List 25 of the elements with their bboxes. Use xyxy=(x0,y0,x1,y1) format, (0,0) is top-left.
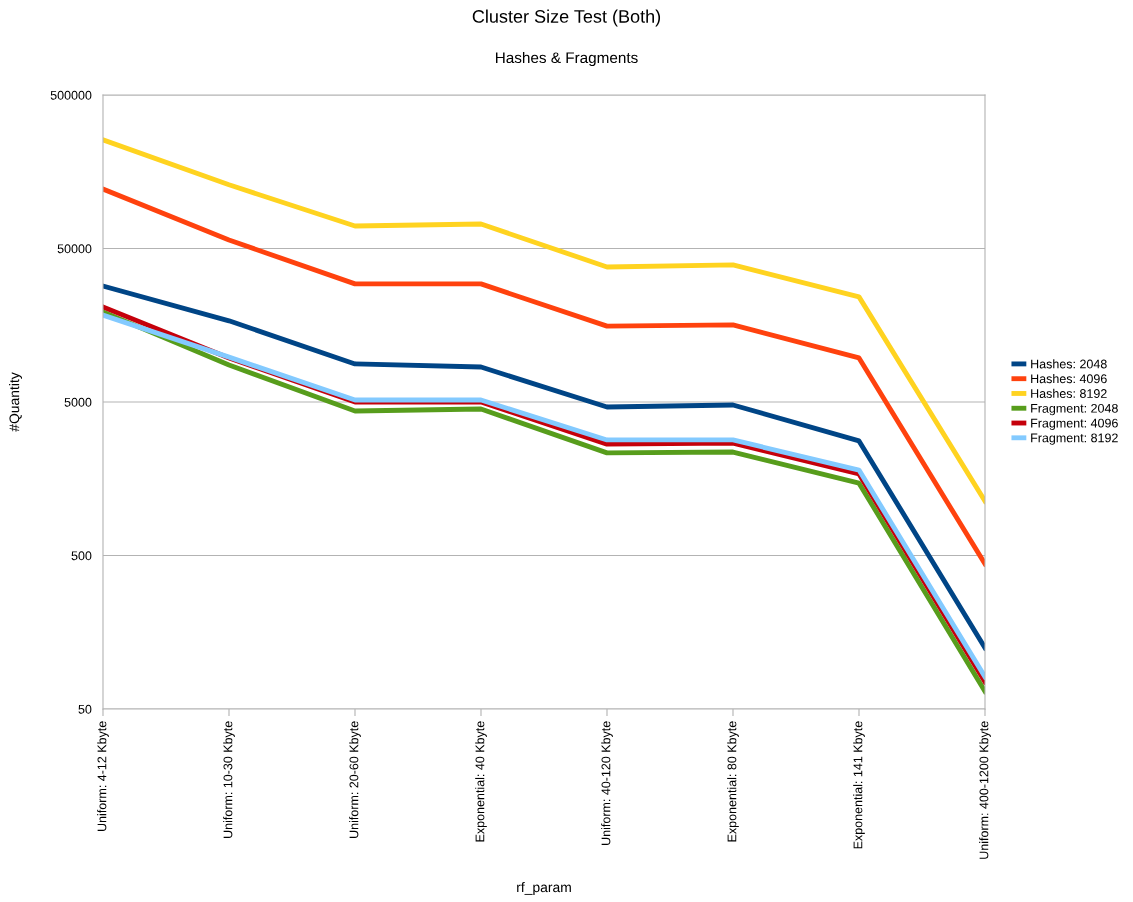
y-tick-label: 500 xyxy=(71,551,92,561)
x-tick-label: Exponential: 80 Kbyte xyxy=(727,721,739,842)
legend-label: Fragment: 8192 xyxy=(1031,433,1118,445)
chart-subtitle: Hashes & Fragments xyxy=(496,51,638,67)
legend-label: Fragment: 2048 xyxy=(1031,403,1118,416)
chart-title: Cluster Size Test (Both) xyxy=(472,9,661,27)
y-tick-label: 500000 xyxy=(50,90,92,100)
x-tick-label: Uniform: 40-120 Kbyte xyxy=(601,721,613,845)
legend-label: Hashes: 4096 xyxy=(1031,374,1107,384)
line-series xyxy=(103,137,985,504)
y-tick-label: 50000 xyxy=(57,244,92,254)
x-tick-label: Exponential: 141 Kbyte xyxy=(853,721,865,849)
x-axis-title: rf_param xyxy=(517,882,571,895)
y-tick-label: 50 xyxy=(78,704,92,714)
legend-label: Hashes: 2048 xyxy=(1031,359,1107,369)
y-axis-title: #Quantity xyxy=(9,372,22,432)
x-tick-label: Uniform: 10-30 Kbyte xyxy=(223,721,235,838)
x-tick-label: Uniform: 20-60 Kbyte xyxy=(349,721,361,838)
x-tick-label: Exponential: 40 Kbyte xyxy=(475,721,487,842)
x-tick-label: Uniform: 400-1200 Kbyte xyxy=(979,721,991,859)
y-tick-label: 5000 xyxy=(64,397,92,407)
legend-label: Hashes: 8192 xyxy=(1031,388,1107,398)
x-tick-label: Uniform: 4-12 Kbyte xyxy=(97,721,109,831)
legend-label: Fragment: 4096 xyxy=(1031,418,1118,430)
line-series xyxy=(103,186,985,567)
